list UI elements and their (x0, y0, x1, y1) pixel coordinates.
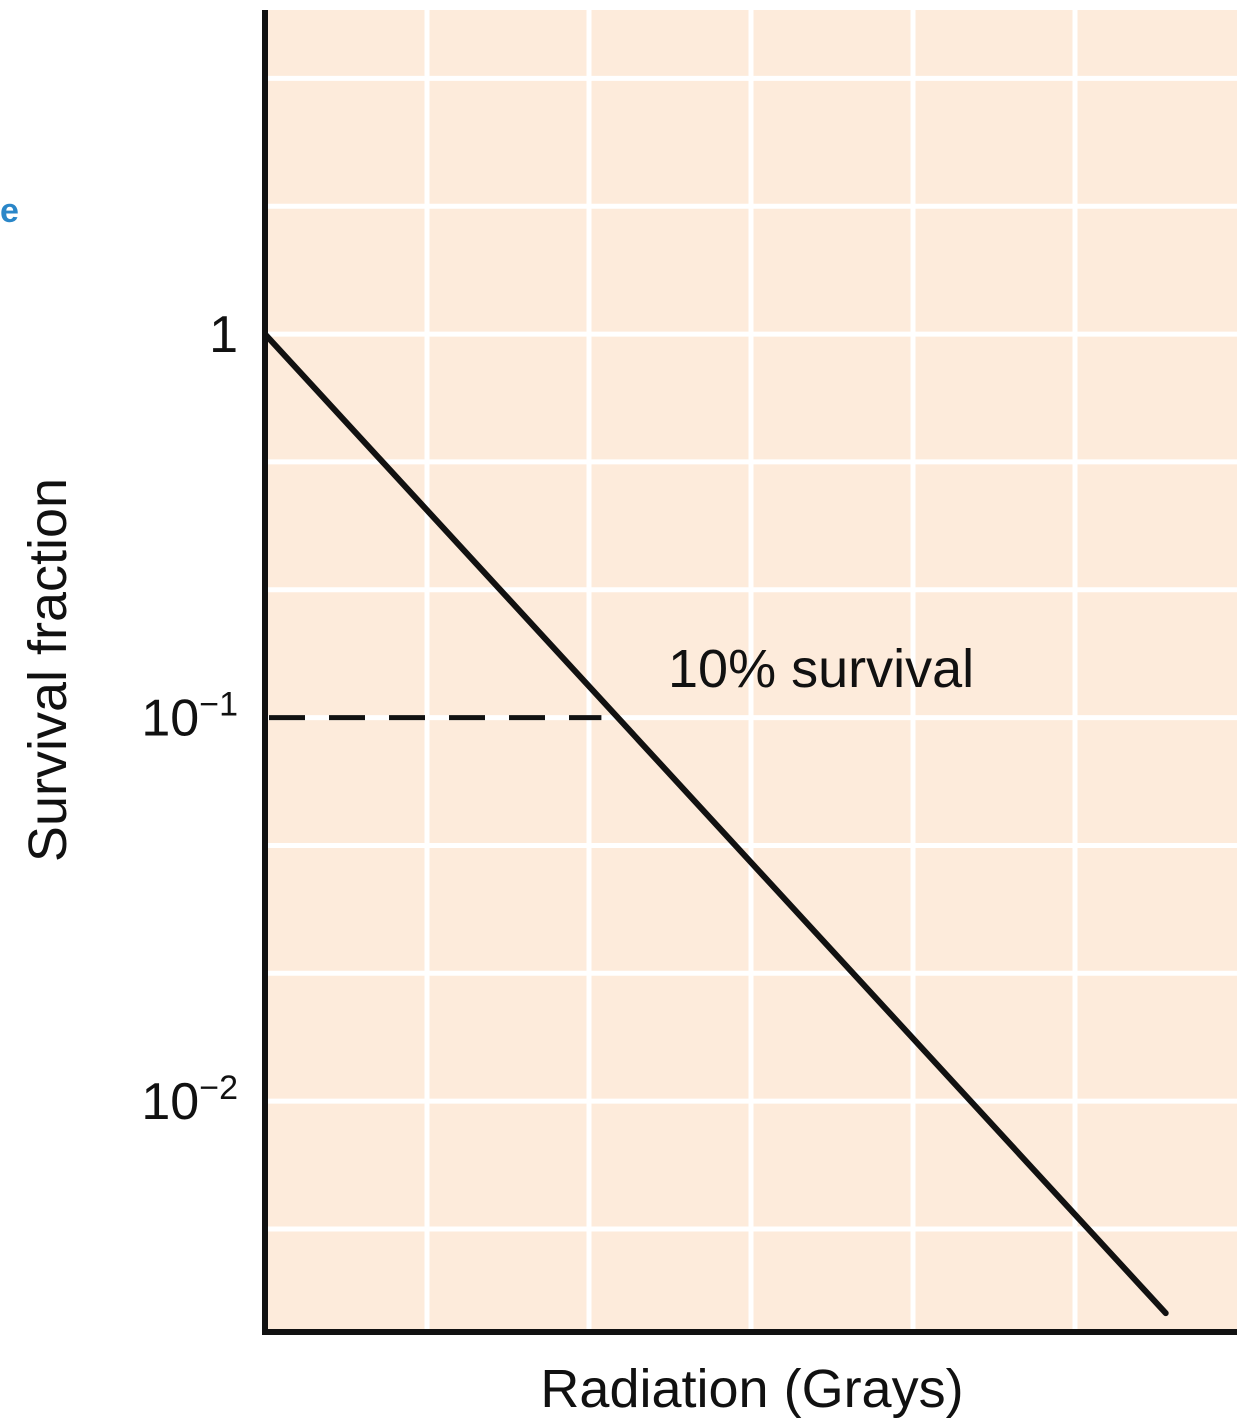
y-tick-label: 10−2 (141, 1069, 238, 1131)
cropped-blue-letter: e (0, 192, 19, 230)
y-tick-label: 1 (209, 306, 238, 364)
y-tick-base: 10 (141, 1073, 199, 1131)
y-tick-exponent: −1 (199, 686, 238, 724)
grid-vertical-lines (424, 10, 1078, 1332)
annotation-10-percent-survival: 10% survival (668, 639, 974, 699)
y-tick-labels: 110−110−2 (141, 306, 238, 1131)
survival-curve-line (262, 331, 1169, 1317)
y-tick-base: 1 (209, 306, 238, 364)
x-axis-title: Radiation (Grays) (540, 1359, 963, 1419)
y-axis-title: Survival fraction (18, 478, 78, 862)
y-tick-label: 10−1 (141, 686, 238, 748)
grid-horizontal-lines (265, 75, 1237, 1232)
y-tick-base: 10 (141, 690, 199, 748)
y-tick-exponent: −2 (199, 1069, 238, 1107)
